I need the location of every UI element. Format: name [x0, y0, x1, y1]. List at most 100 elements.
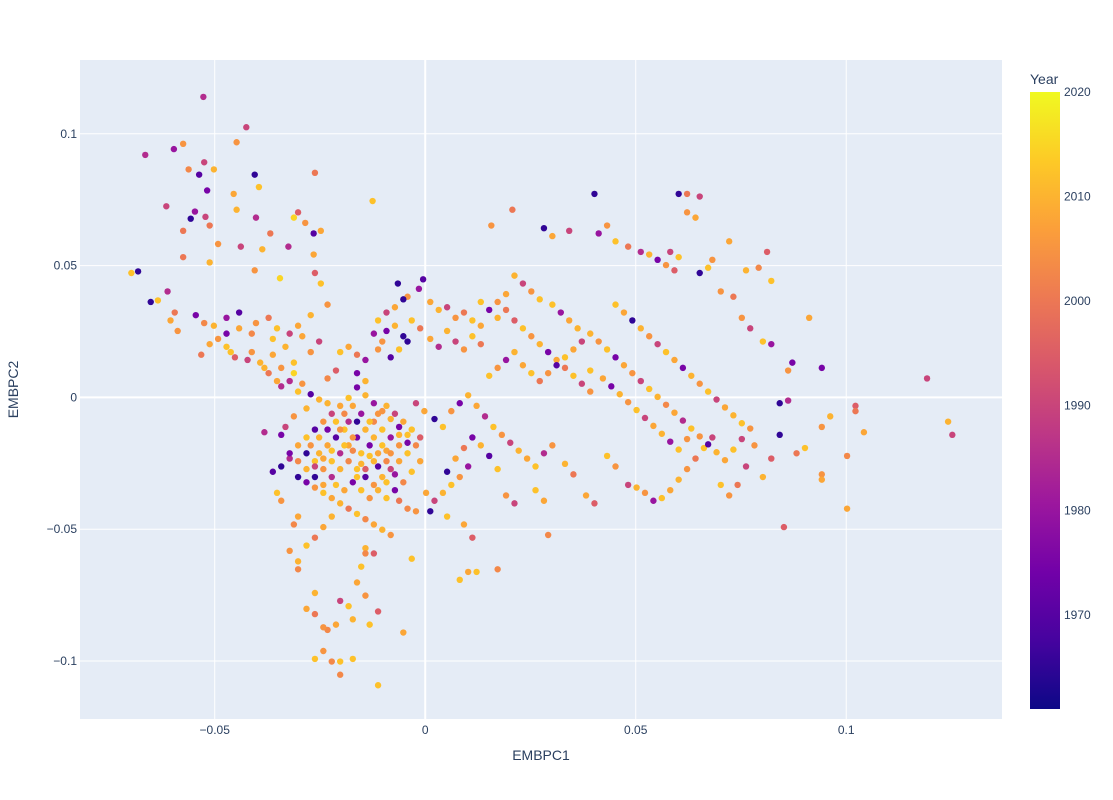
data-point [412, 442, 420, 449]
data-point [349, 655, 357, 663]
data-point [587, 388, 594, 395]
data-point [374, 317, 382, 324]
data-point [353, 473, 361, 481]
data-point [557, 309, 564, 316]
data-point [391, 471, 399, 478]
data-point [675, 446, 682, 453]
data-point [383, 309, 390, 316]
data-point [511, 317, 518, 324]
data-point [637, 248, 644, 256]
data-point [595, 230, 602, 237]
data-point [328, 410, 335, 417]
data-point [303, 542, 310, 549]
data-point [536, 340, 543, 348]
data-point [265, 314, 272, 322]
data-point [759, 473, 767, 481]
data-point [170, 145, 178, 153]
data-point [317, 280, 325, 287]
data-point [290, 413, 298, 420]
y-axis-title: EMBPC2 [5, 361, 21, 419]
data-point [464, 392, 472, 399]
data-point [336, 348, 344, 356]
data-point [662, 261, 670, 269]
data-point [544, 531, 552, 539]
data-point [738, 435, 746, 443]
data-point [700, 444, 708, 452]
data-point [776, 431, 783, 439]
data-point [502, 492, 510, 499]
data-point [230, 190, 237, 198]
data-point [679, 364, 687, 372]
data-point [163, 203, 170, 210]
data-point [370, 330, 378, 337]
data-point [582, 492, 590, 499]
data-point [320, 624, 327, 631]
data-point [679, 417, 687, 424]
data-points [128, 93, 956, 689]
data-point [768, 455, 775, 462]
data-point [383, 494, 390, 502]
data-point [278, 431, 285, 439]
data-point [223, 314, 230, 322]
data-point [379, 473, 386, 481]
data-point [282, 343, 289, 350]
data-point [299, 380, 306, 387]
data-point [206, 340, 213, 348]
y-tick-label: 0 [70, 390, 77, 404]
data-point [511, 272, 518, 279]
y-tick-label: −0.05 [47, 522, 78, 536]
data-point [248, 330, 255, 337]
data-point [944, 418, 952, 425]
data-point [540, 224, 548, 232]
colorbar-tick-label: 2010 [1064, 190, 1091, 204]
data-point [261, 364, 268, 372]
data-point [374, 486, 382, 494]
data-point [294, 442, 302, 449]
data-point [255, 183, 263, 191]
data-point [544, 369, 552, 377]
data-point [490, 423, 497, 431]
data-point [408, 468, 415, 475]
data-point [315, 450, 323, 457]
data-point [307, 311, 314, 319]
data-point [570, 346, 577, 353]
data-point [591, 190, 598, 198]
data-point [317, 227, 325, 235]
colorbar-tick-label: 1970 [1064, 608, 1091, 622]
data-point [233, 139, 240, 146]
data-point [311, 589, 319, 597]
data-point [383, 402, 390, 410]
colorbar-tick-label: 2020 [1064, 85, 1091, 99]
data-point [688, 425, 695, 432]
data-point [349, 434, 357, 441]
data-point [675, 253, 682, 261]
data-point [324, 400, 331, 407]
data-point [374, 608, 382, 615]
data-point [391, 304, 399, 311]
data-point [223, 343, 230, 350]
data-point [486, 372, 493, 379]
data-point [374, 410, 382, 417]
data-point [843, 452, 851, 460]
data-point [285, 243, 292, 250]
data-point [860, 429, 868, 436]
data-point [200, 93, 207, 101]
data-point [302, 219, 309, 227]
data-point [231, 354, 239, 361]
colorbar-tick-label: 2000 [1064, 294, 1091, 308]
data-point [251, 267, 258, 274]
data-point [362, 550, 369, 557]
data-point [532, 486, 539, 494]
data-point [528, 369, 535, 377]
x-tick-label: 0.1 [838, 723, 855, 737]
data-point [311, 484, 319, 491]
data-point [328, 494, 335, 502]
data-point [650, 422, 657, 430]
data-point [345, 418, 352, 425]
data-point [408, 555, 415, 562]
data-point [566, 317, 573, 324]
data-point [612, 238, 619, 245]
data-point [515, 447, 522, 454]
data-point [494, 314, 501, 322]
y-tick-label: 0.05 [54, 259, 78, 273]
